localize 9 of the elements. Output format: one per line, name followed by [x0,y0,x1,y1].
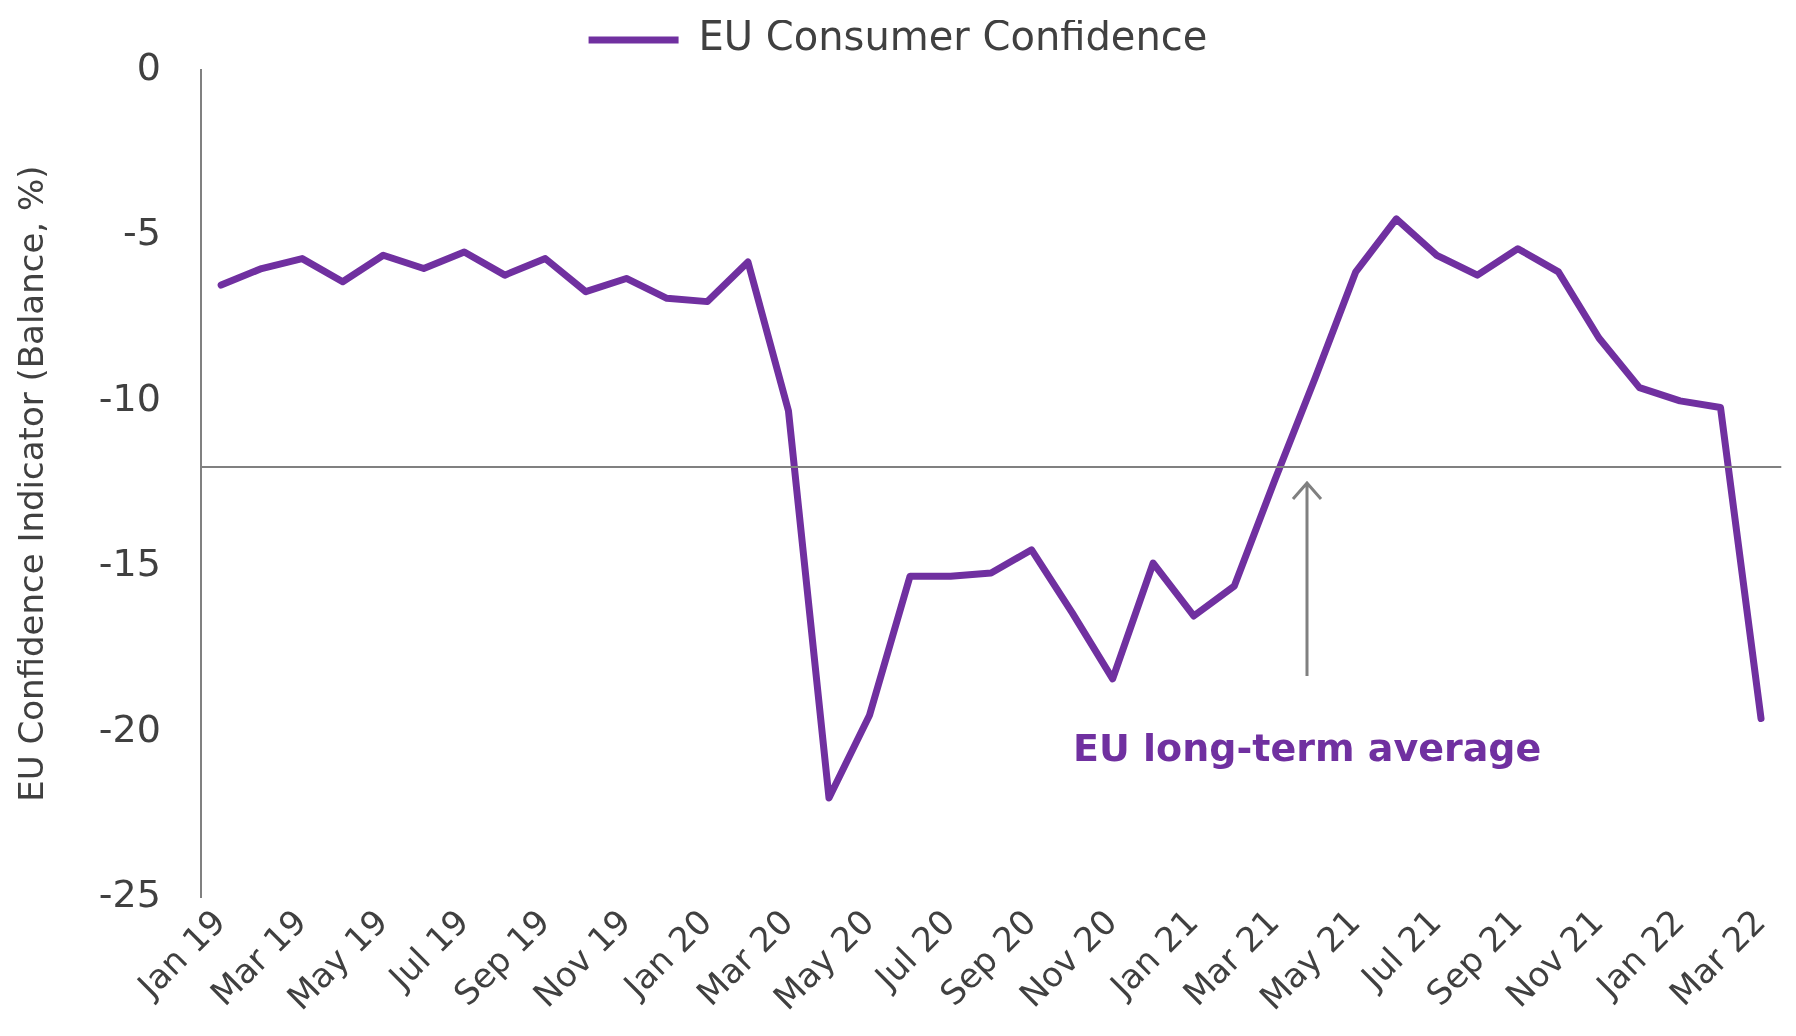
y-tick-label: -5 [122,210,161,255]
y-tick-label: -10 [98,375,161,420]
annotation: EU long-term average [1073,725,1542,770]
legend-label: EU Consumer Confidence [698,13,1208,60]
y-axis-title: EU Confidence Indicator (Balance, %) [11,165,52,802]
y-tick-label: 0 [136,44,161,89]
y-tick-label: -15 [98,541,161,586]
y-tick-label: -25 [98,872,161,917]
y-tick-label: -20 [98,706,161,751]
